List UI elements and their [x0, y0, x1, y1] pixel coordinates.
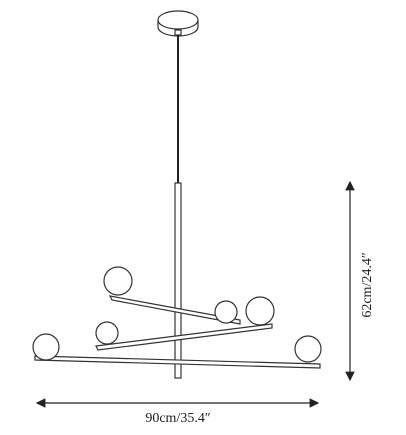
height-label: 62cm/24.4″ [360, 252, 375, 317]
width-label: 90cm/35.4″ [145, 411, 210, 426]
chandelier [32, 10, 322, 379]
